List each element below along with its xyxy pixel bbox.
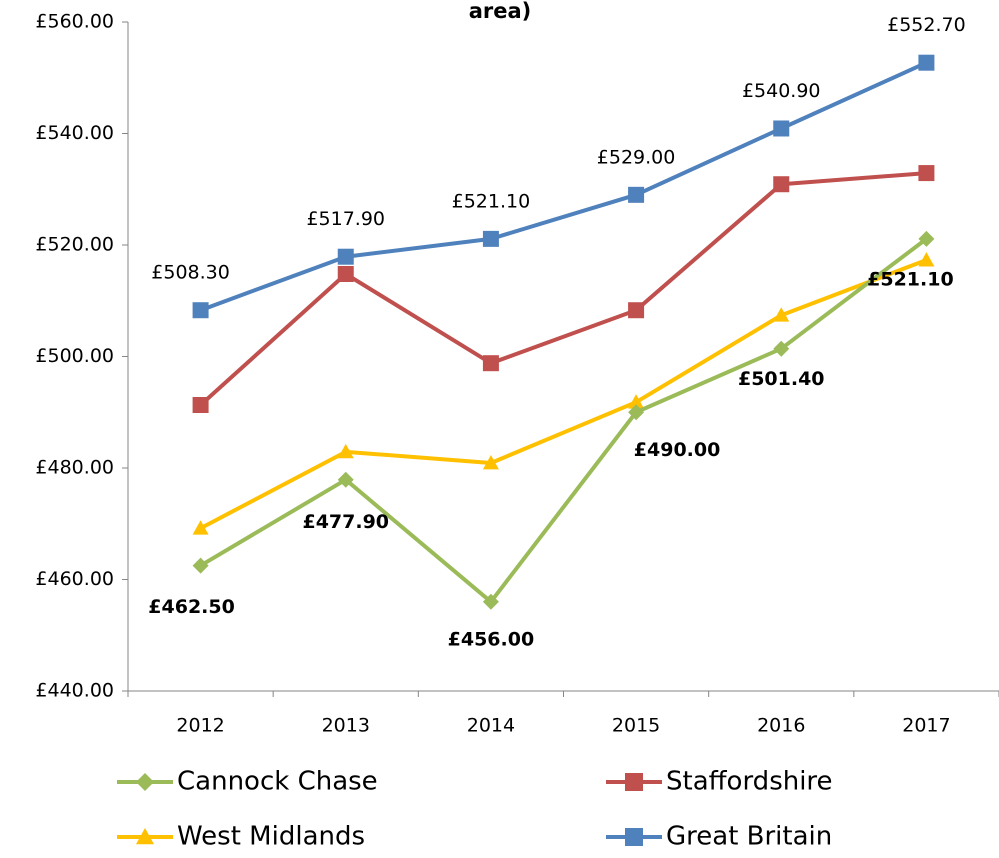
marker <box>773 176 790 193</box>
legend-label: Staffordshire <box>666 767 833 797</box>
marker <box>628 404 645 421</box>
marker <box>918 165 935 182</box>
marker <box>337 248 354 265</box>
marker <box>192 397 209 414</box>
legend-label: Great Britain <box>666 822 832 852</box>
y-tick-label: £460.00 <box>35 568 114 590</box>
marker <box>628 394 645 409</box>
marker <box>482 593 499 610</box>
data-label: £517.90 <box>306 208 385 230</box>
x-tick-label: 2016 <box>757 715 805 737</box>
marker <box>918 252 935 267</box>
marker <box>192 520 209 535</box>
data-label: £508.30 <box>151 262 230 284</box>
marker <box>625 828 643 846</box>
marker <box>337 265 354 282</box>
y-tick-label: £520.00 <box>35 234 114 256</box>
marker <box>192 557 209 574</box>
marker <box>628 186 645 203</box>
chart-title: area) <box>469 0 532 23</box>
marker <box>773 340 790 357</box>
series-line <box>199 237 928 604</box>
data-label: £529.00 <box>597 146 676 168</box>
data-label: £521.10 <box>452 190 531 212</box>
marker <box>337 471 354 488</box>
x-tick-label: 2012 <box>176 715 224 737</box>
marker <box>625 773 643 791</box>
marker <box>628 302 645 319</box>
legend-label: West Midlands <box>177 822 365 852</box>
y-tick-label: £560.00 <box>35 11 114 33</box>
x-tick-label: 2017 <box>902 715 950 737</box>
data-label: £456.00 <box>448 628 535 650</box>
x-tick-label: 2014 <box>467 715 515 737</box>
y-tick-label: £440.00 <box>35 680 114 702</box>
x-tick-label: 2013 <box>322 715 370 737</box>
y-tick-label: £500.00 <box>35 345 114 367</box>
data-label: £521.10 <box>867 268 954 290</box>
data-label: £552.70 <box>887 14 966 36</box>
marker <box>918 230 935 247</box>
data-label: £490.00 <box>634 439 721 461</box>
marker <box>773 307 790 322</box>
marker <box>192 302 209 319</box>
series-line <box>199 258 928 530</box>
marker <box>918 54 935 71</box>
marker <box>337 443 354 459</box>
marker <box>136 828 154 845</box>
marker <box>482 355 499 372</box>
legend-label: Cannock Chase <box>177 767 378 797</box>
marker <box>482 454 499 470</box>
data-label: £501.40 <box>738 368 825 390</box>
data-label: £477.90 <box>302 511 389 533</box>
marker <box>773 120 790 137</box>
y-tick-label: £480.00 <box>35 457 114 479</box>
marker <box>482 230 499 247</box>
marker <box>136 773 154 791</box>
series-line <box>199 60 928 313</box>
data-label: £540.90 <box>742 80 821 102</box>
data-label: £462.50 <box>148 596 235 618</box>
x-tick-label: 2015 <box>612 715 660 737</box>
series-line <box>199 171 927 407</box>
y-tick-label: £540.00 <box>35 122 114 144</box>
